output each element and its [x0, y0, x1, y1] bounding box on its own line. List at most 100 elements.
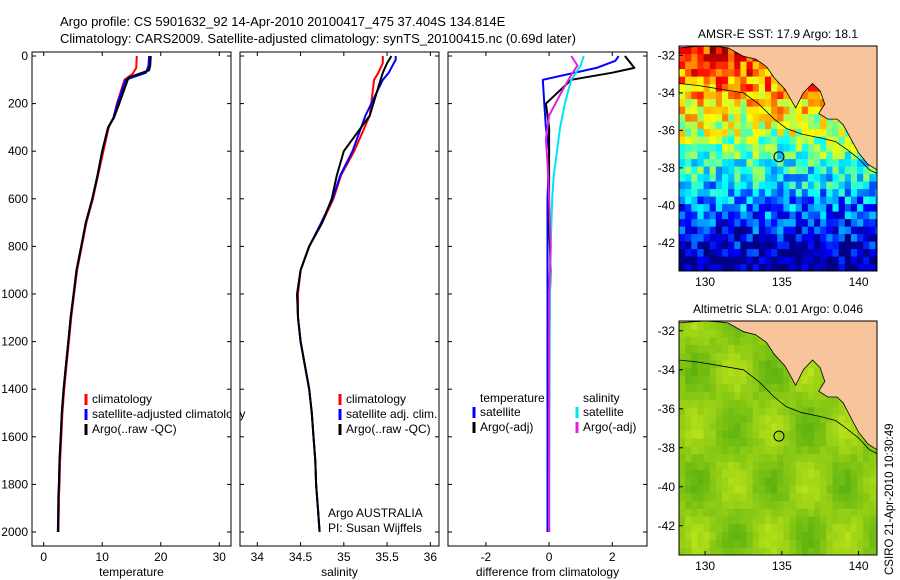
map-cell	[814, 248, 821, 257]
map-cell	[734, 484, 741, 494]
map-cell	[679, 461, 686, 470]
map-cell	[850, 523, 858, 533]
map-cell	[734, 422, 741, 431]
map-cell	[875, 469, 877, 478]
map-cell	[709, 492, 717, 501]
map-cell	[685, 383, 692, 392]
map-cell	[685, 344, 692, 353]
map-cell	[765, 500, 772, 509]
map-cell	[722, 263, 729, 271]
map-cell	[752, 121, 760, 130]
map-cell	[679, 128, 686, 137]
map-cell	[826, 445, 833, 455]
map-cell	[752, 406, 760, 416]
map-cell	[734, 461, 741, 470]
map-cell	[722, 469, 729, 478]
map-cell	[746, 218, 754, 227]
map-cell	[795, 430, 803, 439]
map-cell	[722, 508, 729, 517]
map-cell	[838, 406, 846, 416]
map-cell	[697, 500, 705, 509]
map-cell	[722, 196, 729, 205]
map-cell	[814, 263, 821, 271]
map-cell	[795, 406, 803, 416]
map-cell	[740, 106, 748, 115]
map-cell	[685, 477, 692, 486]
map-cell	[795, 414, 803, 423]
map-cell	[795, 391, 803, 400]
map-cell	[679, 181, 686, 190]
map-cell	[752, 91, 760, 100]
map-cell	[857, 477, 864, 486]
map-cell	[838, 203, 846, 212]
map-cell	[869, 531, 876, 540]
map-cell	[709, 445, 717, 455]
legend-header: temperature	[480, 391, 545, 405]
map-cell	[783, 233, 791, 242]
map-cell	[869, 461, 876, 470]
map-cell	[820, 158, 827, 167]
map-cell	[715, 128, 723, 137]
map-cell	[771, 469, 778, 478]
map-cell	[820, 188, 827, 197]
map-cell	[765, 121, 772, 130]
map-cell	[685, 445, 692, 455]
map-cell	[807, 121, 815, 130]
map-cell	[746, 158, 754, 167]
map-cell	[746, 173, 754, 182]
map-cell	[679, 203, 686, 212]
map-cell	[697, 523, 705, 533]
map-cell	[691, 539, 698, 548]
map-cell	[783, 98, 791, 107]
map-cell	[869, 508, 876, 517]
map-cell	[734, 248, 741, 257]
map-cell	[857, 181, 864, 190]
map-cell	[838, 233, 846, 242]
map-cell	[838, 248, 846, 257]
map-cell	[777, 256, 784, 265]
map-cell	[771, 226, 778, 235]
map-cell	[697, 61, 705, 70]
map-cell	[697, 241, 705, 250]
legend-entry: Argo(-adj)	[583, 420, 636, 434]
map-cell	[746, 83, 754, 92]
map-cell	[709, 523, 717, 533]
map-cell	[722, 547, 729, 555]
map-cell	[850, 248, 858, 257]
map-cell	[783, 367, 791, 377]
map-cell	[715, 547, 723, 555]
map-cell	[771, 233, 778, 242]
map-cell	[685, 406, 692, 416]
map-cell	[826, 151, 833, 160]
map-cell	[857, 241, 864, 250]
map-cell	[857, 256, 864, 265]
map-cell	[838, 539, 846, 548]
map-cell	[758, 453, 766, 462]
map-cell	[838, 523, 846, 533]
map-cell	[740, 83, 748, 92]
map-cell	[758, 263, 766, 271]
map-cell	[740, 166, 748, 175]
map-cell	[679, 516, 686, 525]
map-cell	[869, 181, 876, 190]
map-cell	[709, 321, 717, 330]
map-cell	[703, 445, 711, 455]
map-cell	[740, 233, 748, 242]
map-cell	[826, 143, 833, 152]
map-cell	[807, 391, 815, 400]
map-cell	[734, 106, 741, 115]
map-cell	[734, 91, 741, 100]
map-cell	[777, 422, 784, 431]
map-cell	[863, 181, 870, 190]
map-cell	[734, 166, 741, 175]
map-cell	[807, 383, 815, 392]
map-cell	[715, 68, 723, 77]
map-cell	[765, 98, 772, 107]
map-cell	[685, 68, 692, 77]
map-cell	[709, 143, 717, 152]
map-cell	[820, 508, 827, 517]
map-cell	[734, 406, 741, 416]
map-cell	[863, 203, 870, 212]
map-cell	[795, 106, 803, 115]
map-cell	[709, 106, 717, 115]
